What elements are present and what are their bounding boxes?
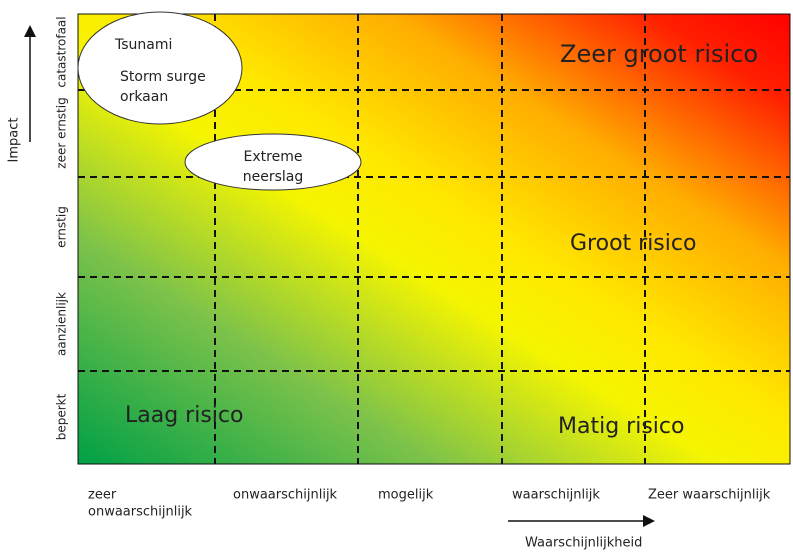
x-axis-label: Waarschijnlijkheid: [525, 536, 642, 551]
row-label: catastrofaal: [55, 16, 69, 87]
event-bubble: [77, 11, 243, 125]
column-label: onwaarschijnlijk: [233, 488, 338, 503]
row-label: ernstig: [55, 206, 69, 248]
event-label: Tsunami: [114, 37, 172, 53]
event-label: orkaan: [120, 89, 168, 105]
row-label: beperkt: [55, 393, 69, 440]
event-label: neerslag: [243, 169, 304, 185]
zone-label: Groot risico: [570, 231, 696, 256]
y-axis-label: Impact: [7, 118, 22, 163]
column-label: zeer: [88, 488, 117, 503]
column-labels: zeer onwaarschijnlijk onwaarschijnlijk m…: [88, 488, 771, 520]
zone-label: Matig risico: [558, 414, 684, 439]
row-label: aanzienlijk: [55, 292, 69, 356]
column-label: mogelijk: [378, 488, 434, 503]
event-bubble: [184, 133, 362, 191]
event-label: Extreme: [244, 149, 303, 165]
column-label: onwaarschijnlijk: [88, 505, 193, 520]
zone-label: Laag risico: [125, 403, 243, 428]
column-label: Zeer waarschijnlijk: [648, 488, 771, 503]
row-label: zeer ernstig: [55, 97, 69, 168]
event-label: Storm surge: [120, 69, 206, 85]
column-label: waarschijnlijk: [512, 488, 600, 503]
zone-label: Zeer groot risico: [560, 40, 758, 68]
row-labels: catastrofaal zeer ernstig ernstig aanzie…: [55, 16, 69, 440]
